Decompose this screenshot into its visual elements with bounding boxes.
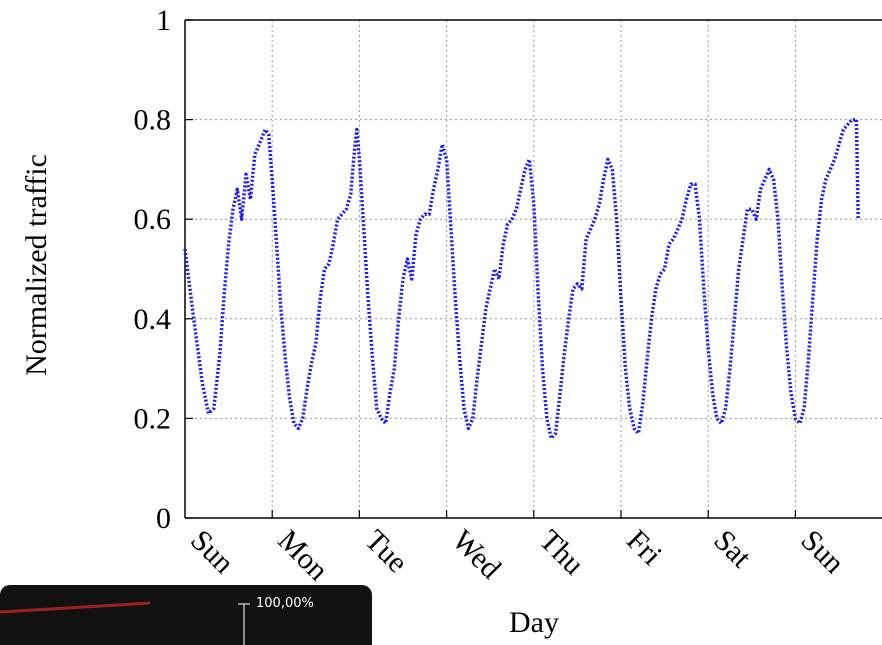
y-tick-label: 0.8 [134,104,172,137]
traffic-series-line [183,117,860,441]
y-axis-label: Normalized traffic [20,154,53,376]
y-tick-labels: 0 0.2 0.4 0.6 0.8 1 [134,4,172,535]
x-tick-label: Sun [794,524,850,580]
axes [184,19,882,519]
x-axis-label: Day [509,606,559,639]
inset-label: 100,00% [256,596,314,611]
y-tick-label: 0 [156,502,171,535]
inset-background [0,585,372,645]
y-tick-label: 1 [156,4,171,37]
inset-thumbnail: 100,00% [0,585,372,645]
grid-lines [185,20,882,518]
y-tick-label: 0.6 [134,203,172,236]
x-tick-label: Fri [620,524,668,572]
x-tick-label: Wed [446,524,508,586]
x-tick-label: Tue [358,524,414,580]
x-tick-label: Thu [533,524,591,582]
x-tick-label: Sat [707,524,758,575]
y-tick-label: 0.4 [134,303,172,336]
x-tick-label: Mon [271,524,334,587]
series-line [183,117,860,441]
inset-red-line [0,601,151,614]
x-tick-labels: Sun Mon Tue Wed Thu Fri Sat Sun [184,524,851,587]
y-tick-label: 0.2 [134,402,172,435]
x-tick-label: Sun [184,524,240,580]
